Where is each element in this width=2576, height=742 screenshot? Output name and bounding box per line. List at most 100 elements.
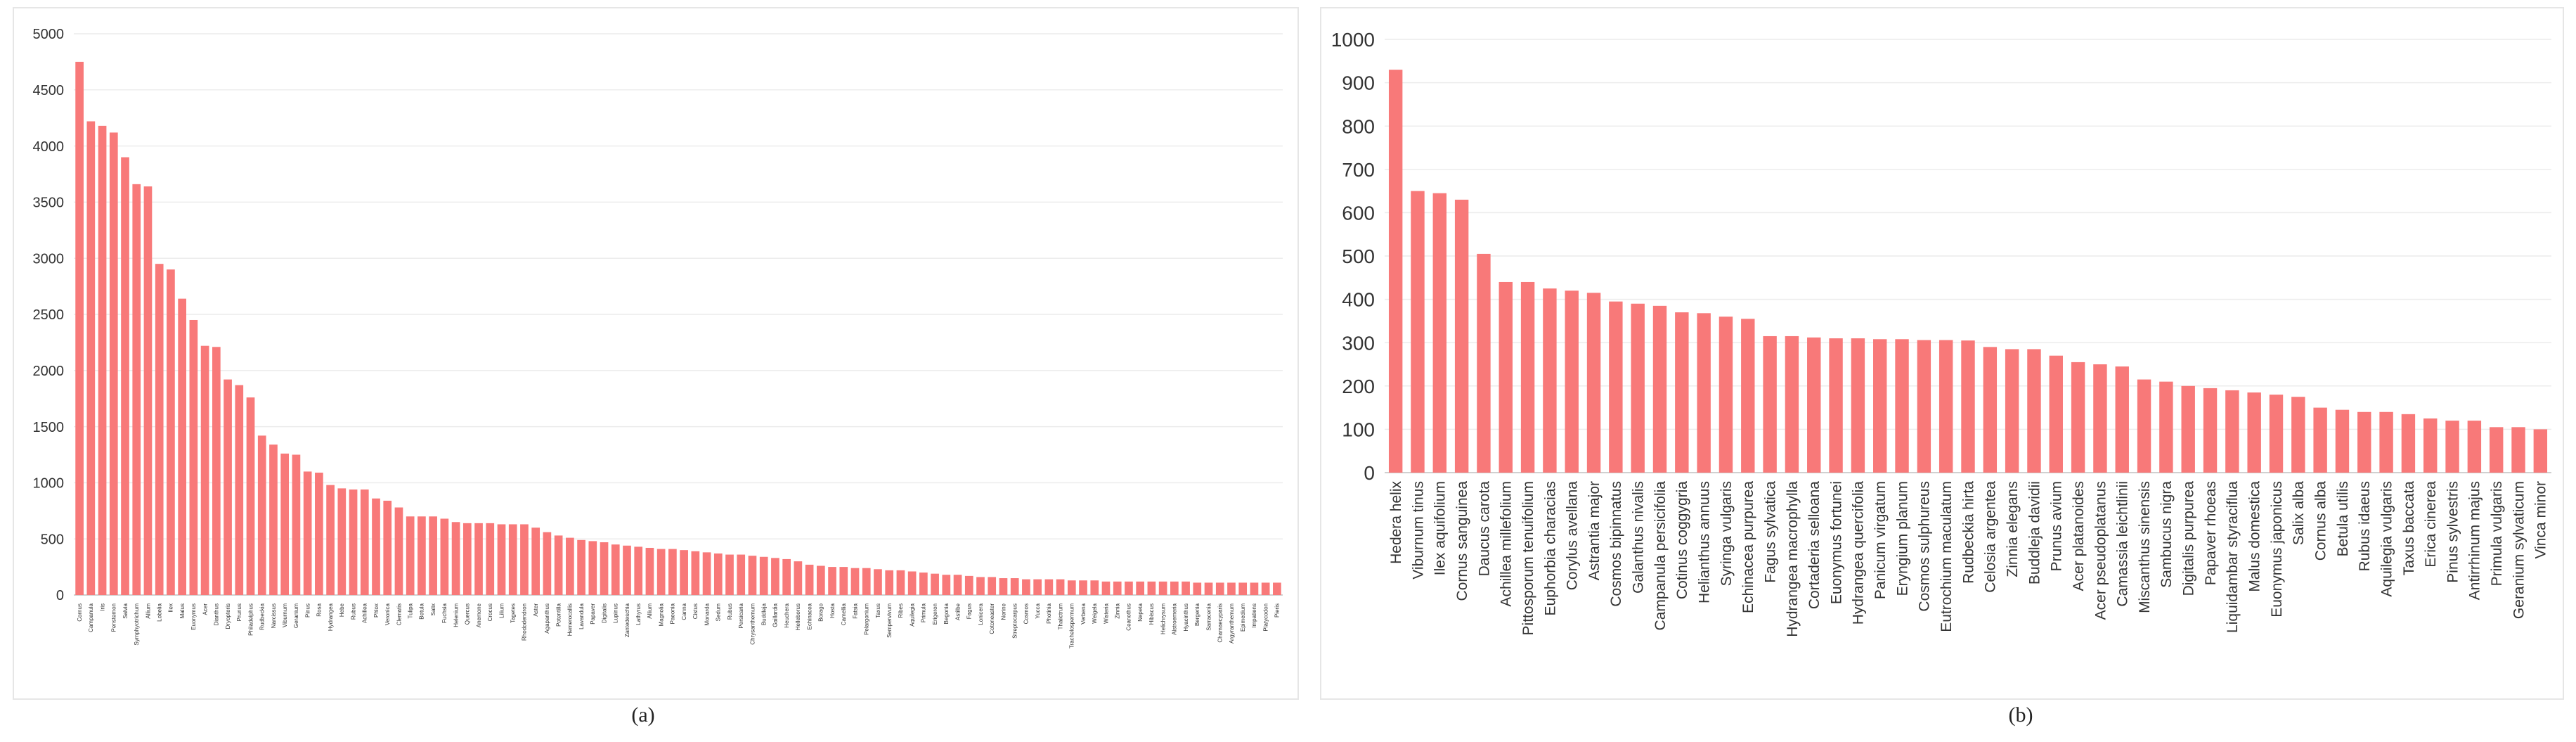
x-tick-label: Clematis	[396, 603, 402, 625]
bar-47	[2401, 414, 2416, 473]
x-tick-label: Fatsia	[852, 603, 858, 618]
x-tick-label: Cortaderia selloana	[1806, 481, 1823, 609]
x-tick-label: Bergenia	[1194, 603, 1200, 626]
bar-14	[1675, 312, 1689, 473]
y-tick-label: 300	[1342, 332, 1375, 354]
bar-64	[794, 561, 803, 595]
x-tick-label: Pittosporum tenuifolium	[1520, 481, 1536, 635]
x-tick-label: Echinacea purpurea	[1740, 481, 1756, 613]
x-tick-label: Celosia argentea	[1983, 481, 1999, 593]
x-tick-label: Hebe	[339, 603, 345, 617]
bar-10	[1586, 293, 1601, 473]
bar-5	[1477, 253, 1491, 473]
x-tick-label: Viburnum tinus	[1410, 481, 1426, 580]
bar-8	[1543, 288, 1557, 473]
bar-88	[1067, 580, 1076, 595]
bar-10	[178, 298, 186, 595]
x-tick-label: Dianthus	[214, 603, 220, 626]
x-tick-label: Chamaecyparis	[1217, 603, 1224, 643]
x-tick-label: Buddleja davidii	[2026, 481, 2043, 584]
bar-55	[691, 551, 700, 595]
bar-95	[1147, 581, 1156, 595]
x-tick-label: Veronica	[384, 603, 391, 625]
bar-31	[418, 516, 426, 595]
x-tick-label: Rudbeckia hirta	[1960, 481, 1976, 584]
x-tick-label: Weigela	[1092, 603, 1098, 623]
bar-36	[2159, 381, 2173, 473]
x-tick-label: Sempervivum	[886, 603, 893, 638]
x-tick-label: Quercus	[465, 603, 471, 625]
bar-3	[1432, 193, 1447, 473]
bar-25	[349, 489, 358, 595]
bar-44	[2335, 409, 2350, 473]
bar-15	[235, 385, 244, 595]
bar-102	[1227, 582, 1236, 595]
x-tick-label: Cistus	[692, 603, 699, 619]
bar-26	[360, 489, 369, 595]
x-tick-label: Pelargonium	[864, 603, 870, 635]
x-tick-label: Cosmos sulphureus	[1917, 481, 1933, 612]
x-tick-label: Philadelphus	[247, 603, 254, 636]
bar-80	[976, 577, 985, 595]
bar-84	[1022, 579, 1030, 595]
bar-25	[1917, 340, 1931, 473]
bar-22	[315, 473, 323, 595]
x-tick-label: Vinca minor	[2533, 481, 2549, 559]
x-tick-label: Salix	[430, 603, 436, 615]
x-tick-label: Betula utilis	[2335, 481, 2351, 556]
x-tick-label: Betula	[419, 603, 425, 619]
bar-94	[1136, 581, 1145, 595]
x-tick-label: Wisteria	[1103, 603, 1109, 623]
bar-44	[566, 537, 574, 595]
x-tick-label: Thalictrum	[1057, 603, 1063, 630]
y-tick-label: 200	[1342, 376, 1375, 397]
bar-16	[246, 397, 255, 595]
bar-4	[109, 132, 118, 595]
bar-19	[280, 453, 290, 595]
bar-35	[462, 523, 472, 595]
bar-32	[429, 516, 437, 595]
x-tick-label: Achillea	[362, 603, 368, 623]
x-tick-label: Anemone	[476, 603, 482, 627]
bar-40	[520, 524, 529, 595]
bar-46	[2379, 411, 2393, 473]
x-tick-label: Lobelia	[156, 603, 162, 621]
bar-66	[816, 565, 825, 595]
x-tick-label: Aster	[533, 603, 539, 617]
y-tick-label: 400	[1342, 289, 1375, 311]
x-tick-label: Lavandula	[578, 603, 585, 629]
bar-101	[1215, 582, 1224, 595]
x-tick-label: Miscanthus sinensis	[2137, 481, 2153, 613]
bar-34	[451, 522, 460, 595]
bars	[75, 61, 1281, 595]
x-tick-label: Cornus alba	[2312, 481, 2329, 561]
x-tick-label: Zantedeschia	[624, 603, 630, 637]
x-tick-label: Malus	[179, 603, 186, 618]
bar-38	[2203, 388, 2218, 473]
x-tick-label: Prunus	[236, 603, 242, 621]
bar-99	[1193, 582, 1202, 595]
bar-36	[474, 523, 483, 595]
bar-28	[1983, 347, 1998, 473]
bar-6	[1499, 281, 1513, 473]
bar-83	[1010, 578, 1019, 595]
bar-49	[2445, 421, 2459, 473]
bar-12	[200, 345, 209, 595]
x-tick-label: Tulipa	[407, 603, 413, 618]
x-tick-label: Platycodon	[1262, 603, 1269, 632]
bar-77	[942, 575, 951, 595]
x-tick-label: Pieris	[1274, 603, 1281, 618]
bar-45	[577, 539, 585, 595]
x-tick-label: Helleborus	[795, 603, 801, 630]
y-tick-label: 1000	[33, 476, 65, 492]
bar-52	[656, 549, 666, 595]
bar-19	[1785, 335, 1799, 473]
y-tick-label: 2500	[33, 307, 65, 323]
x-tick-label: Daucus carota	[1476, 481, 1492, 577]
bar-29	[2005, 349, 2019, 473]
x-tick-label: Heuchera	[784, 603, 790, 627]
x-tick-label: Epimedium	[1240, 603, 1246, 632]
bar-79	[964, 575, 973, 595]
bar-93	[1125, 581, 1133, 595]
x-tick-label: Symphyotrichum	[134, 603, 140, 646]
